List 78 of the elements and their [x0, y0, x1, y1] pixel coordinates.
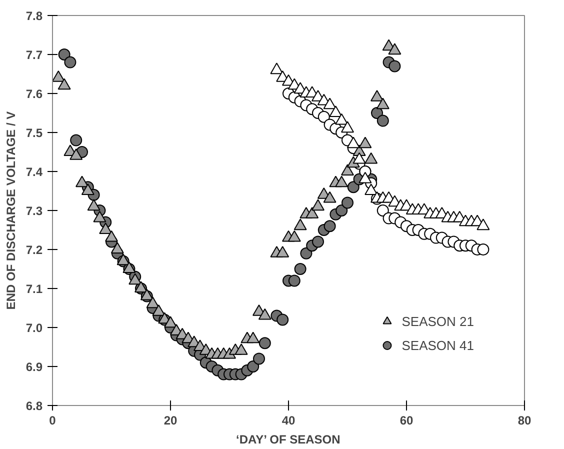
point [294, 263, 306, 275]
y-tick-label: 7.4 [26, 165, 43, 179]
y-tick-label: 7.0 [26, 321, 43, 335]
y-tick-label: 7.8 [26, 9, 43, 23]
point [336, 204, 348, 216]
point [247, 360, 260, 372]
point [306, 206, 319, 218]
point [152, 304, 166, 316]
point [312, 199, 324, 211]
point [477, 244, 490, 256]
point [476, 218, 490, 230]
point [312, 236, 324, 248]
point [346, 136, 360, 148]
point [288, 230, 301, 242]
point [335, 176, 348, 188]
y-tick-label: 7.6 [26, 87, 43, 101]
point [64, 56, 76, 68]
point [370, 90, 384, 102]
y-tick-label: 6.9 [26, 360, 43, 374]
point [341, 164, 354, 176]
point [352, 152, 366, 164]
x-tick-label: 0 [49, 414, 56, 428]
x-tick-label: 40 [282, 414, 296, 428]
point [70, 148, 83, 160]
point [347, 181, 360, 194]
point [323, 98, 336, 110]
point [318, 110, 330, 123]
x-axis-title: ‘DAY’ OF SEASON [236, 432, 340, 446]
point [335, 113, 348, 125]
point [270, 62, 284, 74]
y-tick-label: 7.2 [26, 243, 43, 257]
point [234, 343, 248, 355]
point [99, 222, 112, 234]
point [146, 296, 160, 308]
point [58, 48, 70, 60]
point [300, 247, 312, 260]
point [324, 220, 336, 232]
point [110, 242, 124, 254]
point [364, 184, 378, 195]
legend-label: SEASON 21 [402, 314, 474, 328]
point [164, 316, 177, 328]
point [364, 152, 378, 164]
point [258, 337, 271, 350]
y-tick-label: 7.1 [26, 282, 43, 296]
point [294, 218, 307, 230]
point [376, 98, 390, 110]
point [276, 314, 289, 326]
y-axis-title: END OF DISCHARGE VOLTAGE / V [4, 111, 18, 310]
point [58, 78, 71, 90]
point [276, 246, 290, 258]
x-tick-label: 20 [164, 414, 178, 428]
point [388, 60, 401, 72]
point [253, 352, 265, 365]
point [341, 121, 354, 133]
point [128, 273, 142, 285]
point [288, 274, 300, 287]
y-tick-label: 7.5 [26, 126, 43, 140]
point [388, 43, 402, 55]
point [376, 114, 389, 127]
y-tick-label: 7.7 [26, 48, 43, 62]
point [76, 176, 88, 188]
point [105, 230, 118, 242]
point [81, 184, 94, 195]
y-tick-label: 7.3 [26, 204, 43, 218]
point [323, 191, 336, 203]
x-tick-label: 60 [400, 414, 414, 428]
point [87, 199, 100, 211]
point [70, 134, 82, 146]
point [358, 136, 372, 148]
legend-label: SEASON 41 [402, 338, 474, 352]
point [52, 70, 65, 82]
x-tick-label: 80 [518, 414, 532, 428]
point [342, 196, 354, 209]
point [358, 172, 372, 184]
point [258, 308, 272, 320]
point [93, 210, 106, 222]
point [246, 332, 260, 344]
y-tick-label: 6.8 [26, 399, 43, 413]
